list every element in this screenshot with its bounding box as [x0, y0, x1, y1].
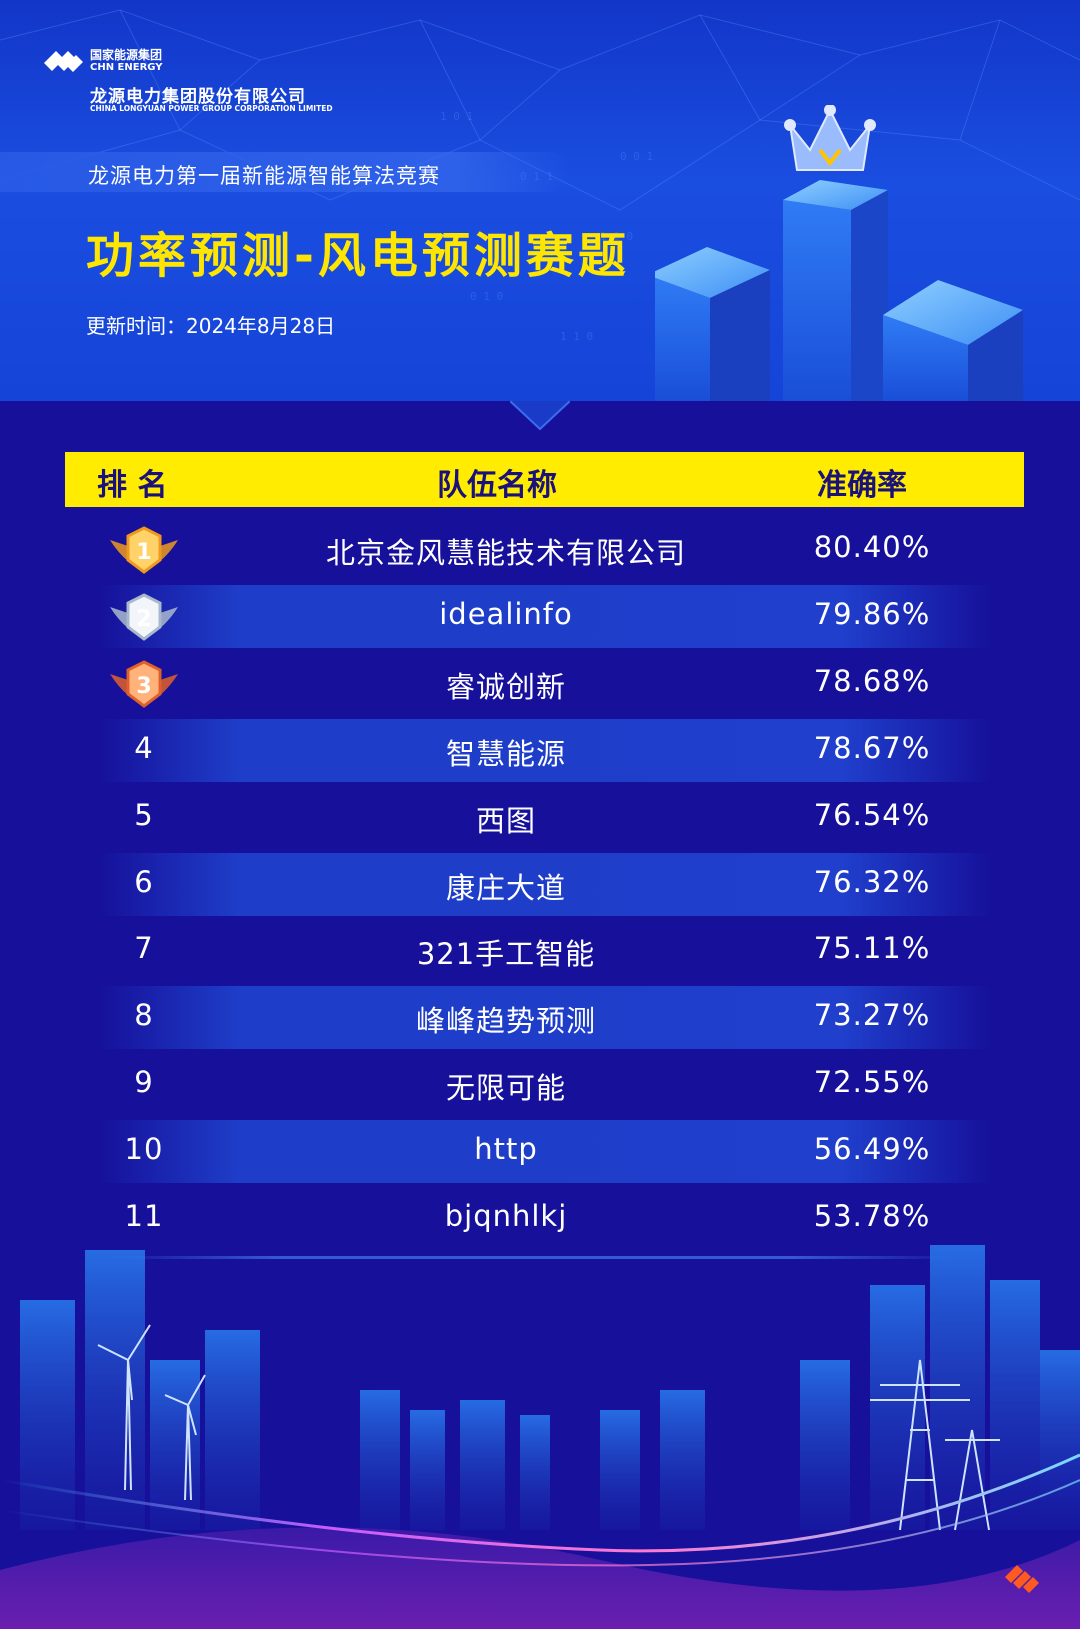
team-name: idealinfo [439, 596, 573, 631]
accuracy-value: 78.67% [813, 730, 931, 765]
rank-number: 8 [134, 998, 154, 1033]
banner-notch-triangle [510, 401, 570, 431]
table-row: 11 bjqnhlkj 53.78% [0, 1187, 1080, 1250]
column-header-rank: 排 名 [97, 468, 168, 503]
rank-number: 7 [134, 931, 154, 966]
team-name: 峰峰趋势预测 [415, 1004, 597, 1039]
podium-crown-illustration [655, 105, 1023, 401]
rank-number: 6 [134, 864, 154, 899]
accuracy-value: 79.86% [813, 596, 931, 631]
table-row: 9 无限可能 72.55% [0, 1053, 1080, 1116]
table-bottom-line [104, 1256, 966, 1259]
logo-group-en: CHN ENERGY [90, 62, 163, 73]
accuracy-value: 76.54% [813, 797, 931, 832]
subtitle-bar: 龙源电力第一届新能源智能算法竞赛 [0, 152, 570, 192]
bronze-medal-icon: 3 [110, 660, 178, 708]
table-row: 1 北京金风慧能技术有限公司 80.40% [0, 518, 1080, 581]
svg-text:1: 1 [136, 540, 151, 565]
chn-energy-logo-icon [44, 51, 83, 72]
svg-text:0 0 1: 0 0 1 [620, 150, 653, 163]
table-row: 2 idealinfo 79.86% [0, 584, 1080, 648]
table-row: 3 睿诚创新 78.68% [0, 652, 1080, 715]
svg-text:2: 2 [136, 607, 151, 632]
table-row: 8 峰峰趋势预测 73.27% [0, 986, 1080, 1050]
svg-text:1 1 0: 1 1 0 [560, 330, 593, 343]
svg-text:0 1 0: 0 1 0 [470, 290, 503, 303]
team-name: http [474, 1132, 538, 1167]
team-name: bjqnhlkj [444, 1199, 568, 1233]
company-logo: 国家能源集团 CHN ENERGY 龙源电力集团股份有限公司 CHINA LON… [42, 46, 342, 116]
team-name: 西图 [475, 803, 537, 838]
subtitle: 龙源电力第一届新能源智能算法竞赛 [88, 164, 440, 188]
longyuan-logo-icon [1005, 1565, 1039, 1593]
team-name: 北京金风慧能技术有限公司 [325, 536, 687, 570]
accuracy-value: 80.40% [813, 530, 931, 564]
svg-text:3: 3 [136, 674, 151, 699]
column-header-accuracy: 准确率 [817, 468, 907, 503]
svg-text:1 0 0: 1 0 0 [600, 230, 633, 243]
accuracy-value: 53.78% [813, 1199, 931, 1233]
logo-company-cn: 龙源电力集团股份有限公司 [90, 87, 306, 107]
rank-number: 5 [134, 797, 154, 832]
table-row: 7 321手工智能 75.11% [0, 919, 1080, 982]
page-title: 功率预测-风电预测赛题 [86, 228, 630, 284]
accuracy-value: 75.11% [813, 931, 931, 966]
table-row: 5 西图 76.54% [0, 786, 1080, 849]
accuracy-value: 76.32% [813, 864, 931, 899]
team-name: 智慧能源 [445, 736, 567, 771]
logo-company-en: CHINA LONGYUAN POWER GROUP CORPORATION L… [90, 104, 333, 113]
svg-text:1 0 1: 1 0 1 [440, 110, 473, 123]
accuracy-value: 78.68% [813, 663, 931, 698]
team-name: 睿诚创新 [445, 669, 567, 704]
rank-number: 10 [124, 1132, 164, 1167]
team-name: 康庄大道 [445, 870, 567, 905]
accuracy-value: 72.55% [813, 1065, 931, 1100]
rank-number: 11 [124, 1199, 164, 1233]
gold-medal-icon: 1 [110, 526, 178, 574]
rank-number: 9 [134, 1065, 154, 1100]
top-banner: 1 0 10 1 11 0 0 0 1 01 1 00 0 1 国家能源集团 C… [0, 0, 1080, 401]
city-skyline-illustration [0, 1245, 1080, 1629]
update-time: 更新时间：2024年8月28日 [86, 314, 336, 338]
silver-medal-icon: 2 [110, 593, 178, 641]
team-name: 321手工智能 [416, 937, 596, 972]
accuracy-value: 73.27% [813, 998, 931, 1033]
rank-number: 4 [134, 730, 154, 765]
table-row: 4 智慧能源 78.67% [0, 718, 1080, 782]
column-header-team: 队伍名称 [437, 468, 557, 503]
logo-group-cn: 国家能源集团 [90, 48, 163, 62]
accuracy-value: 56.49% [813, 1132, 931, 1167]
table-header: 排 名 队伍名称 准确率 [65, 452, 1024, 507]
table-row: 10 http 56.49% [0, 1120, 1080, 1184]
team-name: 无限可能 [445, 1071, 567, 1106]
table-row: 6 康庄大道 76.32% [0, 852, 1080, 916]
